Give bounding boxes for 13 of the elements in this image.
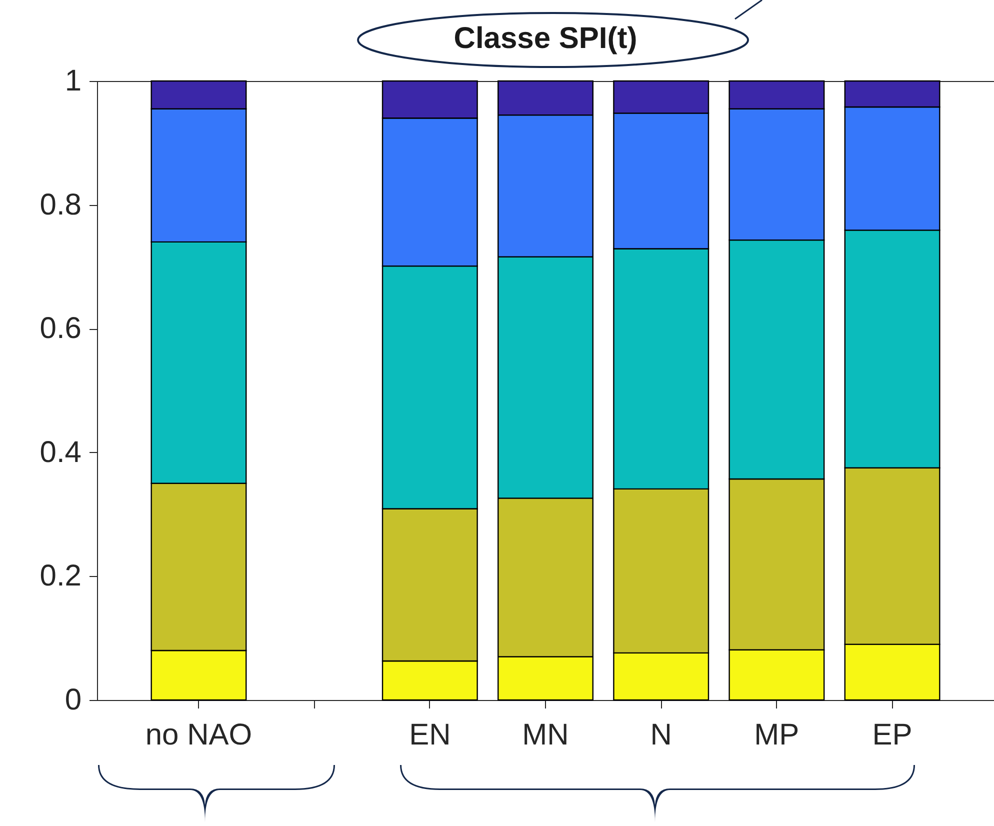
x-tick-label: EN [409, 718, 451, 752]
x-tick-label: EP [872, 718, 912, 752]
x-tick-label: MP [754, 718, 800, 752]
y-tick-label: 1 [64, 64, 82, 98]
y-tick-label: 0.4 [40, 436, 82, 469]
y-tick-label: 0.2 [40, 560, 82, 593]
y-tick-label: 0.8 [40, 188, 82, 222]
y-tick-label: 0.6 [40, 312, 82, 346]
chart-title: Classe SPI(t) [454, 22, 638, 55]
x-tick-label: MN [522, 718, 569, 752]
x-tick-label: no NAO [145, 718, 252, 752]
y-tick-label: 0 [64, 684, 82, 716]
x-tick-label: N [650, 718, 672, 752]
